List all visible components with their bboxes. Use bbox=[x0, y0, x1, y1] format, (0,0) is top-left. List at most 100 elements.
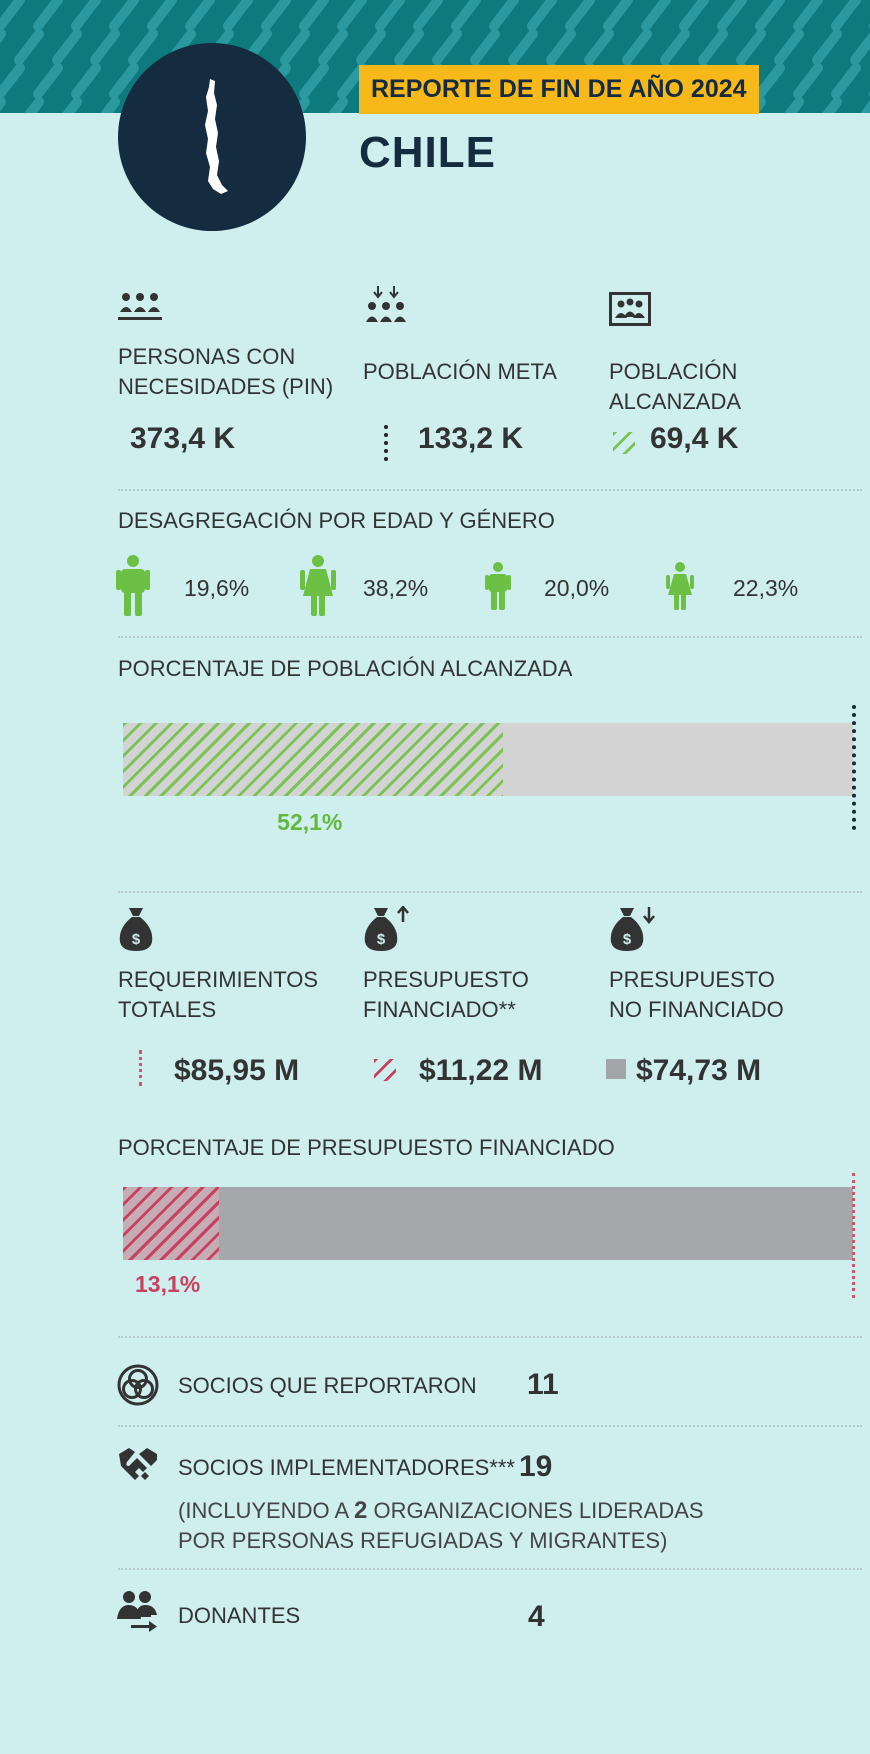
reached-legend-swatch bbox=[613, 432, 635, 454]
banner-stripe bbox=[290, 97, 310, 113]
donors-icon bbox=[117, 1589, 161, 1633]
implementing-partners-value: 19 bbox=[519, 1450, 553, 1483]
banner-stripe bbox=[185, 0, 215, 31]
banner-stripe bbox=[318, 29, 348, 65]
divider bbox=[118, 489, 862, 491]
funded-value: $11,22 M bbox=[419, 1054, 543, 1087]
banner-stripe bbox=[147, 0, 177, 31]
banner-stripe bbox=[394, 29, 424, 65]
banner-stripe bbox=[660, 29, 690, 65]
banner-stripe bbox=[356, 29, 386, 65]
country-title: CHILE bbox=[359, 128, 496, 177]
implementing-partners-label: SOCIOS IMPLEMENTADORES*** bbox=[178, 1455, 515, 1480]
funded-label: PRESUPUESTO FINANCIADO** bbox=[363, 967, 529, 1022]
woman-icon bbox=[300, 554, 336, 616]
banner-stripe bbox=[698, 29, 728, 65]
banner-stripe bbox=[0, 29, 6, 44]
banner-stripe bbox=[71, 63, 101, 99]
people-group-icon bbox=[118, 290, 162, 324]
banner-stripe bbox=[784, 97, 804, 113]
funding-progress-fill bbox=[123, 1187, 219, 1260]
funding-percentage-label: 13,1% bbox=[135, 1271, 201, 1297]
banner-stripe bbox=[413, 0, 443, 31]
banner-stripe bbox=[337, 63, 367, 99]
banner-stripe bbox=[774, 29, 804, 65]
banner-stripe bbox=[223, 0, 253, 31]
divider bbox=[118, 891, 862, 893]
reached-label: POBLACIÓN ALCANZADA bbox=[609, 359, 742, 414]
svg-text:$: $ bbox=[623, 931, 632, 948]
report-tag: REPORTE DE FIN DE AÑO 2024 bbox=[359, 65, 759, 114]
unfunded-value: $74,73 M bbox=[636, 1054, 762, 1087]
refugee-led-count: 2 bbox=[354, 1497, 368, 1524]
banner-stripe bbox=[793, 0, 823, 31]
banner-stripe bbox=[736, 29, 766, 65]
banner-stripe bbox=[508, 29, 538, 65]
banner-stripe bbox=[261, 0, 291, 31]
implementing-partners-note: (INCLUYENDO A 2 ORGANIZACIONES LIDERADAS… bbox=[178, 1497, 704, 1553]
reached-progress-bar bbox=[123, 723, 853, 796]
pin-value: 373,4 K bbox=[130, 422, 236, 455]
banner-stripe bbox=[375, 0, 405, 31]
banner-stripe bbox=[755, 63, 785, 99]
banner-stripe bbox=[71, 0, 101, 31]
money-bag-down-icon: $ bbox=[609, 906, 655, 952]
reached-percentage-label: 52,1% bbox=[277, 809, 343, 835]
unfunded-legend-swatch bbox=[606, 1059, 626, 1079]
reporting-partners-label: SOCIOS QUE REPORTARON bbox=[178, 1373, 477, 1398]
partners-circles-icon bbox=[117, 1364, 159, 1406]
donors-value: 4 bbox=[528, 1600, 545, 1633]
banner-stripe bbox=[622, 29, 652, 65]
banner-stripe bbox=[14, 29, 44, 65]
banner-stripe bbox=[860, 100, 870, 113]
banner-stripe bbox=[565, 0, 595, 31]
banner-stripe bbox=[33, 63, 63, 99]
funding-bar-target-line bbox=[852, 1173, 855, 1298]
banner-stripe bbox=[90, 29, 120, 65]
banner-stripe bbox=[52, 29, 82, 65]
banner-stripe bbox=[603, 0, 633, 31]
girl-percentage: 22,3% bbox=[733, 575, 799, 601]
banner-stripe bbox=[128, 29, 158, 65]
banner-stripe bbox=[831, 63, 861, 99]
man-icon bbox=[116, 554, 150, 616]
man-percentage: 19,6% bbox=[184, 575, 250, 601]
banner-stripe bbox=[109, 63, 139, 99]
total-requirements-value: $85,95 M bbox=[174, 1054, 300, 1087]
banner-stripe bbox=[812, 29, 842, 65]
banner-stripe bbox=[831, 0, 861, 31]
banner-stripe bbox=[584, 29, 614, 65]
girl-icon bbox=[666, 562, 694, 610]
target-value: 133,2 K bbox=[418, 422, 524, 455]
boy-percentage: 20,0% bbox=[544, 575, 610, 601]
reporting-partners-value: 11 bbox=[527, 1368, 559, 1401]
reached-people-icon bbox=[609, 292, 651, 326]
divider bbox=[118, 636, 862, 638]
funding-bar-title: PORCENTAJE DE PRESUPUESTO FINANCIADO bbox=[118, 1135, 615, 1160]
banner-stripe bbox=[679, 0, 709, 31]
banner-stripe bbox=[299, 63, 329, 99]
woman-percentage: 38,2% bbox=[363, 575, 429, 601]
banner-stripe bbox=[280, 29, 310, 65]
banner-stripe bbox=[337, 0, 367, 31]
banner-stripe bbox=[850, 32, 870, 65]
banner-stripe bbox=[527, 0, 557, 31]
target-legend-marker bbox=[384, 425, 388, 461]
total-legend-marker bbox=[139, 1050, 142, 1086]
svg-text:$: $ bbox=[132, 931, 141, 948]
banner-stripe bbox=[0, 63, 25, 99]
banner-stripe bbox=[328, 97, 348, 113]
banner-stripe bbox=[62, 97, 82, 113]
banner-stripe bbox=[24, 97, 44, 113]
svg-text:$: $ bbox=[377, 931, 386, 948]
unfunded-label: PRESUPUESTO NO FINANCIADO bbox=[609, 967, 784, 1022]
banner-stripe bbox=[100, 97, 120, 113]
money-bag-up-icon: $ bbox=[363, 906, 409, 952]
banner-stripe bbox=[717, 0, 747, 31]
banner-stripe bbox=[822, 97, 842, 113]
banner-stripe bbox=[299, 0, 329, 31]
chile-map-icon bbox=[205, 79, 228, 194]
handshake-icon bbox=[117, 1446, 159, 1486]
banner-stripe bbox=[33, 0, 63, 31]
funded-legend-swatch bbox=[374, 1059, 396, 1081]
